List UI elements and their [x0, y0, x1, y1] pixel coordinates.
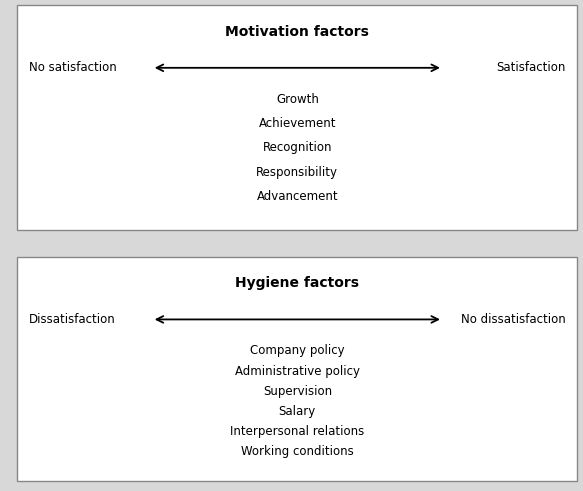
Text: Responsibility: Responsibility — [257, 165, 338, 179]
Text: Supervision: Supervision — [263, 385, 332, 398]
Text: Administrative policy: Administrative policy — [235, 365, 360, 378]
Text: Recognition: Recognition — [262, 141, 332, 154]
Text: Salary: Salary — [279, 405, 316, 418]
Text: Interpersonal relations: Interpersonal relations — [230, 425, 364, 438]
Text: No dissatisfaction: No dissatisfaction — [461, 313, 566, 326]
Text: Motivation factors: Motivation factors — [226, 25, 369, 39]
Text: No satisfaction: No satisfaction — [29, 61, 117, 74]
FancyBboxPatch shape — [17, 256, 577, 481]
Text: Company policy: Company policy — [250, 344, 345, 357]
Text: Satisfaction: Satisfaction — [497, 61, 566, 74]
FancyBboxPatch shape — [17, 5, 577, 230]
Text: Hygiene factors: Hygiene factors — [236, 276, 359, 291]
Text: Advancement: Advancement — [257, 190, 338, 203]
Text: Dissatisfaction: Dissatisfaction — [29, 313, 115, 326]
Text: Working conditions: Working conditions — [241, 445, 354, 459]
Text: Growth: Growth — [276, 93, 319, 106]
Text: Achievement: Achievement — [259, 117, 336, 130]
